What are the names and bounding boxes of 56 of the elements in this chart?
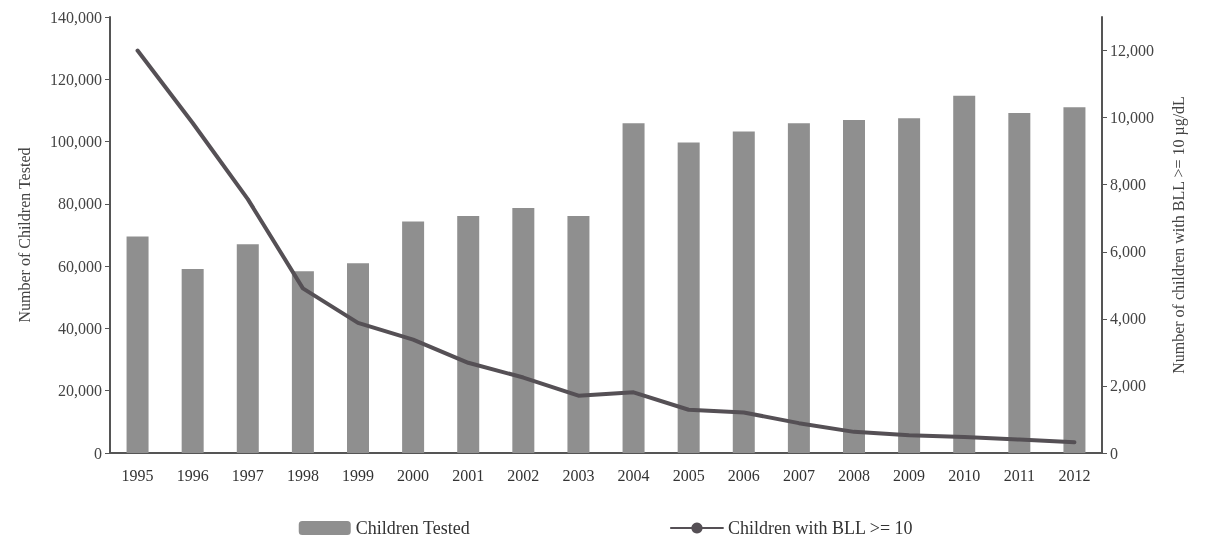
bar xyxy=(843,120,865,453)
y2-tick-label: 10,000 xyxy=(1110,109,1154,127)
bar xyxy=(953,95,976,453)
y2-axis-title: Number of children with BLL >= 10 µg/dL xyxy=(1169,96,1188,374)
y-tick-label: 140,000 xyxy=(50,8,102,26)
x-tick-label: 2008 xyxy=(838,466,870,484)
x-tick-label: 2012 xyxy=(1058,466,1091,484)
line-series xyxy=(135,48,1077,445)
y-tick-label: 120,000 xyxy=(50,70,102,88)
bar xyxy=(181,268,204,453)
x-tick-label: 2001 xyxy=(452,466,485,484)
bar xyxy=(898,118,921,453)
y-tick-label: 40,000 xyxy=(58,319,102,337)
x-tick-label: 2006 xyxy=(727,466,760,484)
y-tick-label: 60,000 xyxy=(58,257,102,275)
bar xyxy=(787,123,810,453)
bar xyxy=(291,271,314,453)
x-tick-label: 2004 xyxy=(617,466,650,484)
y-axis-title: Number of Children Tested xyxy=(15,147,33,323)
bar xyxy=(1063,107,1086,453)
x-tick-label: 2000 xyxy=(397,466,430,484)
x-tick-label: 2010 xyxy=(948,466,981,484)
y-tick-label: 20,000 xyxy=(58,382,102,400)
x-tick-label: 1997 xyxy=(231,466,264,484)
y2-tick-label: 6,000 xyxy=(1110,243,1146,261)
y2-tick-label: 2,000 xyxy=(1110,377,1146,395)
bar xyxy=(622,123,645,453)
x-tick-label: 1999 xyxy=(342,466,374,484)
y2-tick-label: 12,000 xyxy=(1110,42,1154,60)
x-tick-label: 2003 xyxy=(562,466,595,484)
bar xyxy=(512,207,535,453)
x-tick-label: 2007 xyxy=(782,466,815,484)
legend-label: Children with BLL >= 10 xyxy=(727,518,913,538)
x-tick-label: 1995 xyxy=(121,466,154,484)
legend-label: Children Tested xyxy=(355,518,470,538)
y-tick-label: 80,000 xyxy=(58,195,102,213)
bar xyxy=(236,244,259,453)
bar xyxy=(732,131,755,453)
y2-tick-label: 8,000 xyxy=(1110,176,1146,194)
bar xyxy=(1008,112,1031,453)
y2-tick-label: 4,000 xyxy=(1110,310,1146,328)
y-tick-label: 0 xyxy=(94,444,102,462)
bar xyxy=(402,221,425,453)
x-tick-label: 2005 xyxy=(672,466,705,484)
x-tick-label: 2009 xyxy=(893,466,926,484)
bar xyxy=(126,236,149,453)
bar xyxy=(677,142,700,453)
y-tick-label: 100,000 xyxy=(50,133,102,151)
bar xyxy=(457,216,480,453)
y2-tick-label: 0 xyxy=(1110,444,1118,462)
bar xyxy=(567,216,590,453)
bar xyxy=(347,263,369,453)
x-tick-label: 1998 xyxy=(286,466,319,484)
x-tick-label: 2011 xyxy=(1003,466,1036,484)
x-tick-label: 1996 xyxy=(176,466,209,484)
x-tick-label: 2002 xyxy=(507,466,540,484)
